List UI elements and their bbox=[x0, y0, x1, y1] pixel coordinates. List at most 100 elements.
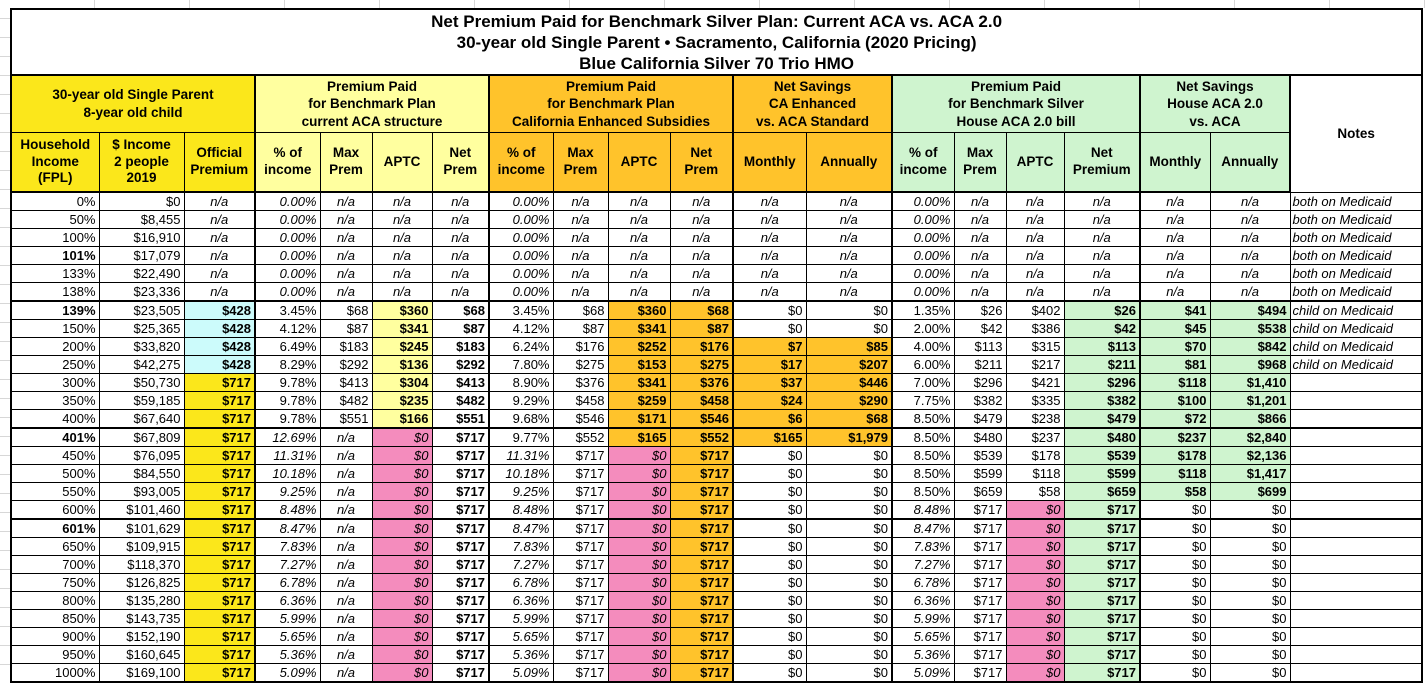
cell: $176 bbox=[669, 337, 734, 356]
cell: 8.50% bbox=[891, 482, 955, 501]
table-row: 800% $135,280 $717 6.36% n/a $0 $717 6.36% $717 $… bbox=[10, 591, 1423, 610]
cell: $599 bbox=[953, 464, 1007, 483]
cell: $0 bbox=[805, 609, 893, 628]
group-net-savings-house: Net Savings House ACA 2.0 vs. ACA bbox=[1139, 74, 1291, 133]
cell: $360 bbox=[371, 300, 433, 320]
cell: $717 bbox=[431, 427, 490, 447]
cell: $376 bbox=[669, 373, 734, 392]
cell: $296 bbox=[1063, 373, 1141, 392]
cell: $0 bbox=[371, 482, 433, 501]
column-header: Monthly bbox=[732, 132, 807, 193]
cell: $59,185 bbox=[98, 391, 185, 410]
cell: 6.36% bbox=[254, 591, 321, 610]
cell bbox=[1289, 591, 1423, 610]
cell: $494 bbox=[1209, 300, 1291, 320]
cell: $0 bbox=[732, 645, 807, 664]
cell: n/a bbox=[669, 228, 734, 247]
cell: n/a bbox=[552, 282, 609, 302]
cell: n/a bbox=[1005, 246, 1065, 265]
cell: $0 bbox=[1209, 609, 1291, 628]
cell: $26 bbox=[1063, 300, 1141, 320]
cell: $717 bbox=[183, 518, 256, 538]
cell: 138% bbox=[10, 282, 100, 302]
column-header: APTC bbox=[371, 132, 433, 193]
cell: $0 bbox=[805, 663, 893, 683]
cell: $0 bbox=[805, 482, 893, 501]
cell: 5.36% bbox=[254, 645, 321, 664]
cell: $717 bbox=[183, 591, 256, 610]
cell: 0.00% bbox=[488, 282, 554, 302]
cell: both on Medicaid bbox=[1289, 282, 1423, 302]
cell: $68 bbox=[319, 300, 373, 320]
cell: 4.12% bbox=[488, 319, 554, 338]
cell: 6.49% bbox=[254, 337, 321, 356]
cell: n/a bbox=[607, 228, 671, 247]
cell: $0 bbox=[371, 573, 433, 592]
cell: $717 bbox=[552, 591, 609, 610]
cell: $0 bbox=[1209, 645, 1291, 664]
column-header: Max Prem bbox=[319, 132, 373, 193]
cell: $659 bbox=[1063, 482, 1141, 501]
cell: $0 bbox=[371, 518, 433, 538]
cell: n/a bbox=[183, 246, 256, 265]
cell: child on Medicaid bbox=[1289, 300, 1423, 320]
cell: n/a bbox=[953, 264, 1007, 283]
cell: n/a bbox=[183, 228, 256, 247]
cell: 0.00% bbox=[488, 210, 554, 229]
cell: both on Medicaid bbox=[1289, 191, 1423, 211]
cell: $480 bbox=[1063, 427, 1141, 447]
column-header: Official Premium bbox=[183, 132, 256, 193]
cell: $0 bbox=[607, 645, 671, 664]
cell: $118 bbox=[1005, 464, 1065, 483]
cell: $717 bbox=[552, 518, 609, 538]
cell: 8.47% bbox=[488, 518, 554, 538]
cell: $717 bbox=[431, 663, 490, 683]
cell: $0 bbox=[607, 518, 671, 538]
title-line-2: 30-year old Single Parent • Sacramento, … bbox=[456, 32, 977, 52]
cell: $482 bbox=[431, 391, 490, 410]
cell: n/a bbox=[732, 246, 807, 265]
cell: n/a bbox=[669, 264, 734, 283]
cell: $717 bbox=[1063, 591, 1141, 610]
cell: 300% bbox=[10, 373, 100, 392]
cell: $717 bbox=[431, 464, 490, 483]
cell: $0 bbox=[805, 500, 893, 520]
cell: n/a bbox=[1139, 210, 1211, 229]
cell: both on Medicaid bbox=[1289, 228, 1423, 247]
cell: 0.00% bbox=[254, 282, 321, 302]
cell: $717 bbox=[552, 482, 609, 501]
cell: 5.65% bbox=[488, 627, 554, 646]
cell: $0 bbox=[371, 591, 433, 610]
cell: $717 bbox=[552, 537, 609, 556]
cell: $717 bbox=[183, 409, 256, 429]
cell: $42,275 bbox=[98, 355, 185, 374]
cell bbox=[1289, 373, 1423, 392]
cell: $866 bbox=[1209, 409, 1291, 429]
cell: $539 bbox=[1063, 446, 1141, 465]
cell: $304 bbox=[371, 373, 433, 392]
cell: 3.45% bbox=[488, 300, 554, 320]
cell: $717 bbox=[669, 537, 734, 556]
cell: $717 bbox=[552, 500, 609, 520]
cell: 5.09% bbox=[488, 663, 554, 683]
cell: 5.99% bbox=[891, 609, 955, 628]
cell: $717 bbox=[183, 427, 256, 447]
cell: $717 bbox=[953, 591, 1007, 610]
cell: 8.90% bbox=[488, 373, 554, 392]
cell: $183 bbox=[431, 337, 490, 356]
cell: n/a bbox=[183, 191, 256, 211]
cell: $0 bbox=[732, 591, 807, 610]
cell bbox=[1289, 500, 1423, 520]
cell: $376 bbox=[552, 373, 609, 392]
cell: $113 bbox=[953, 337, 1007, 356]
cell: $68 bbox=[431, 300, 490, 320]
cell: 101% bbox=[10, 246, 100, 265]
cell: 12.69% bbox=[254, 427, 321, 447]
cell: $717 bbox=[1063, 555, 1141, 574]
cell: $0 bbox=[1005, 518, 1065, 538]
cell: $717 bbox=[183, 446, 256, 465]
cell: $659 bbox=[953, 482, 1007, 501]
cell: $0 bbox=[607, 537, 671, 556]
cell: $76,095 bbox=[98, 446, 185, 465]
cell: $0 bbox=[1005, 555, 1065, 574]
